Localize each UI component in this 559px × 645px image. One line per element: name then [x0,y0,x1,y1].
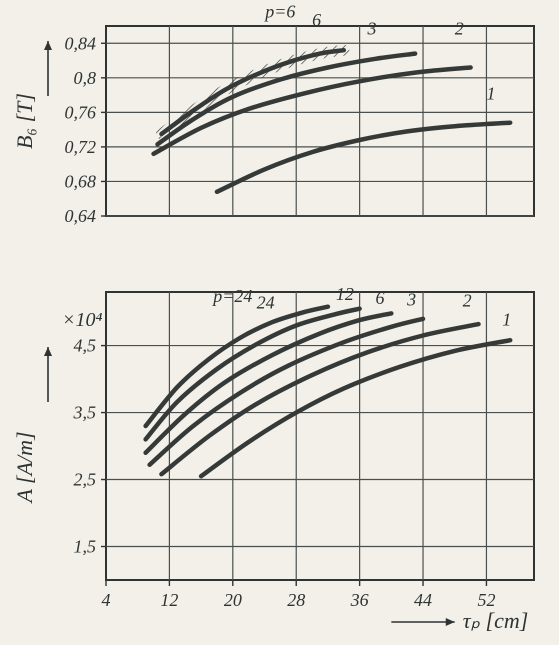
y-tick-label: 0,68 [65,171,97,191]
x-tick-label: 36 [350,590,369,610]
curve-label: 1 [502,309,511,329]
annotation: p=24 [211,286,252,306]
curve-label: 3 [367,19,377,39]
curve-label: 24 [257,293,275,313]
x-tick-label: 28 [287,590,305,610]
x-tick-label: 12 [160,590,178,610]
y-tick-label: 0,8 [74,68,97,88]
x-axis-arrowhead [446,618,455,626]
upper-y-axis-label: B₆ [T] [12,93,37,149]
y-tick-label: 2,5 [74,470,97,490]
x-tick-label: 44 [414,590,432,610]
x-tick-label: 52 [477,590,495,610]
curve-label: 6 [375,288,384,308]
lower-y-axis-label: A [A/m] [12,431,37,504]
y-tick-label: 1,5 [74,537,97,557]
x-axis-label: τₚ [cm] [463,608,529,633]
y-tick-label: 0,84 [65,33,97,53]
curve-label: 1 [486,83,495,103]
x-tick-label: 4 [102,590,111,610]
curve-label: 3 [406,289,416,309]
curve-label: 6 [312,10,321,30]
curve-label: 2 [463,291,472,311]
annotation: p=6 [263,1,295,21]
y-tick-label: 0,64 [65,206,97,226]
y-tick-label: 0,72 [65,137,97,157]
lower-y-arrowhead [44,347,52,356]
x-tick-label: 20 [224,590,242,610]
upper-y-arrowhead [44,41,52,50]
curve-label: 2 [455,19,464,39]
scale-label: ×10⁴ [62,309,102,331]
y-tick-label: 0,76 [65,102,97,122]
y-tick-label: 4,5 [74,336,97,356]
y-tick-label: 3,5 [73,403,97,423]
curve-label: 12 [336,284,354,304]
